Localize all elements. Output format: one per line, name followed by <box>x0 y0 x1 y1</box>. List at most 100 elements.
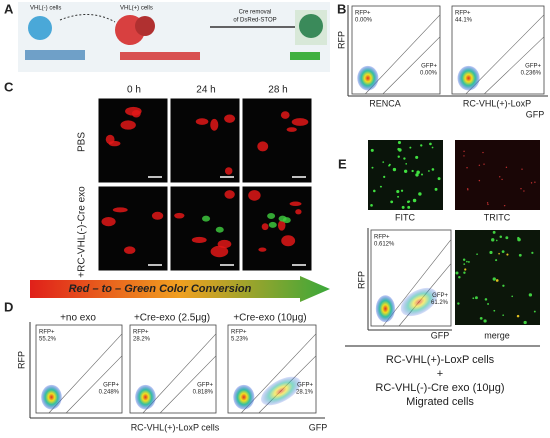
cell <box>151 211 164 220</box>
construct <box>120 52 200 60</box>
cell <box>411 169 414 173</box>
cell <box>466 260 468 263</box>
gate-value: 0.00% <box>355 18 373 24</box>
cell <box>434 187 438 191</box>
gate-label: RFP+ <box>231 330 247 336</box>
cell <box>420 173 424 176</box>
cell <box>400 189 404 192</box>
cell <box>468 261 470 263</box>
cell <box>415 155 419 159</box>
cell <box>531 251 534 254</box>
cell <box>398 148 402 152</box>
cell <box>408 200 411 203</box>
cell-icon <box>299 14 323 38</box>
plot-name: RENCA <box>369 98 401 108</box>
cell <box>455 271 459 275</box>
cell <box>431 146 434 149</box>
tritc-image <box>455 140 540 210</box>
cell <box>502 314 504 316</box>
construct <box>290 52 320 60</box>
cell <box>472 297 475 300</box>
row-label: +RC-VHL(-)-Cre exo <box>77 186 88 278</box>
panel-label: D <box>4 299 13 314</box>
cell <box>523 190 525 192</box>
gate-label: GFP+ <box>297 382 313 388</box>
cell <box>463 155 465 157</box>
cell <box>125 106 142 116</box>
cell <box>502 284 505 287</box>
cell <box>401 205 405 209</box>
cell <box>370 148 374 152</box>
cell <box>224 114 236 123</box>
cell <box>397 141 401 145</box>
arrow <box>59 14 116 23</box>
cell <box>487 203 489 206</box>
gate-value: 28.2% <box>133 337 151 343</box>
cell <box>505 236 509 240</box>
micrograph <box>169 185 241 272</box>
gate-value: 55.2% <box>39 337 57 343</box>
cell <box>210 245 229 258</box>
cell <box>478 164 481 166</box>
gate <box>382 36 441 95</box>
caption: RC-VHL(+)-LoxP cells <box>386 354 495 366</box>
panel-label: C <box>4 79 14 94</box>
gate-label: RFP+ <box>133 330 149 336</box>
cell <box>458 275 461 279</box>
cell <box>412 198 417 203</box>
cell <box>112 207 128 213</box>
cell <box>483 319 487 323</box>
micrograph <box>97 185 169 272</box>
gate-label: RFP+ <box>355 11 371 17</box>
cell <box>382 161 385 163</box>
cell <box>498 252 500 255</box>
image-label: merge <box>484 330 510 340</box>
column-label: 0 h <box>127 85 141 96</box>
axis-label: RFP <box>356 271 366 289</box>
column-label: 24 h <box>196 85 215 96</box>
gate-label: RFP+ <box>374 235 390 241</box>
gate-label: GFP+ <box>421 63 437 69</box>
cell <box>101 217 116 227</box>
panel-label: E <box>338 156 347 171</box>
cell <box>534 181 536 183</box>
cell <box>499 235 503 239</box>
cell <box>518 253 522 257</box>
cell <box>464 268 467 271</box>
cell <box>495 239 498 242</box>
cell <box>267 213 276 220</box>
density <box>135 384 156 410</box>
gate-label: GFP+ <box>103 382 119 388</box>
gate-value: 28.1% <box>296 389 314 395</box>
cell <box>492 230 496 234</box>
construct <box>25 50 85 60</box>
image-label: TRITC <box>484 212 511 222</box>
cell <box>533 310 536 313</box>
cell <box>503 204 506 207</box>
cell <box>373 189 376 193</box>
cell <box>407 205 411 209</box>
panel-label: B <box>337 1 346 16</box>
cell <box>429 142 432 146</box>
cell <box>397 155 400 158</box>
gate-value: 0.248% <box>99 389 120 395</box>
gate <box>159 355 217 414</box>
gate-value: 61.2% <box>431 300 449 306</box>
plot-name: +Cre-exo (10μg) <box>233 313 306 324</box>
cell-icon <box>28 16 52 40</box>
axis-label: GFP <box>309 422 328 432</box>
cell <box>277 220 286 231</box>
arrow-text: Cre removal <box>239 10 272 16</box>
cell <box>295 209 302 215</box>
panel-a-bg <box>18 2 330 72</box>
cell <box>403 169 408 173</box>
cell <box>486 202 489 204</box>
cell <box>224 167 233 175</box>
cell-label: VHL(-) cells <box>30 6 61 12</box>
cell <box>428 170 430 172</box>
cell <box>520 188 522 190</box>
axis-label: RFP <box>336 31 346 49</box>
cell-icon <box>135 16 155 36</box>
cell <box>530 182 533 184</box>
axis-label: GFP <box>526 109 545 119</box>
